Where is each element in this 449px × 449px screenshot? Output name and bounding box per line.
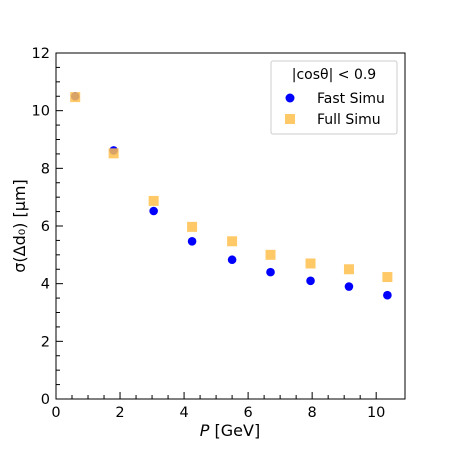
full-simu-point — [265, 249, 276, 260]
y-tick-label: 12 — [32, 46, 50, 62]
x-tick-label: 0 — [51, 405, 60, 421]
x-tick-label: 2 — [115, 405, 124, 421]
full-simu-point — [343, 264, 354, 275]
legend-label-full-simu: Full Simu — [317, 112, 381, 128]
data-markers — [70, 91, 393, 300]
full-simu-point — [227, 236, 238, 247]
y-axis-ticks: 0 2 4 6 8 10 12 — [32, 46, 63, 408]
fast-simu-point — [383, 290, 392, 300]
full-simu-point — [108, 148, 119, 159]
y-tick-label: 4 — [41, 277, 50, 293]
x-axis-ticks: 0 2 4 6 8 10 — [51, 392, 385, 421]
legend-marker-full-simu — [285, 114, 295, 124]
full-simu-point — [305, 258, 316, 269]
x-tick-label: 8 — [308, 405, 317, 421]
full-simu-point — [70, 92, 81, 103]
x-axis-variable: P — [200, 421, 210, 440]
legend: |cosθ| < 0.9 Fast Simu Full Simu — [270, 60, 398, 135]
y-tick-label: 10 — [32, 104, 50, 120]
legend-title: |cosθ| < 0.9 — [292, 67, 376, 83]
full-simu-point — [382, 272, 393, 283]
y-tick-label: 6 — [41, 219, 50, 235]
x-tick-label: 6 — [243, 405, 252, 421]
x-tick-label: 10 — [367, 405, 385, 421]
legend-box — [270, 60, 398, 135]
x-tick-label: 4 — [179, 405, 188, 421]
fast-simu-point — [227, 255, 237, 265]
legend-marker-fast-simu — [285, 93, 295, 103]
x-axis-label: P [GeV] — [200, 421, 260, 440]
y-tick-label: 0 — [41, 392, 50, 408]
y-tick-label: 2 — [41, 334, 50, 350]
y-tick-label: 8 — [41, 161, 50, 177]
legend-label-fast-simu: Fast Simu — [317, 91, 385, 107]
fast-simu-point — [266, 267, 275, 277]
full-simu-point — [187, 221, 198, 232]
fast-simu-point — [344, 282, 354, 291]
x-axis-unit: [GeV] — [215, 421, 261, 440]
fast-simu-point — [306, 276, 315, 286]
full-simu-point — [148, 195, 159, 206]
y-axis-label: σ(Δd₀) [μm] — [10, 179, 29, 272]
fast-simu-point — [187, 236, 197, 246]
fast-simu-point — [149, 206, 158, 216]
